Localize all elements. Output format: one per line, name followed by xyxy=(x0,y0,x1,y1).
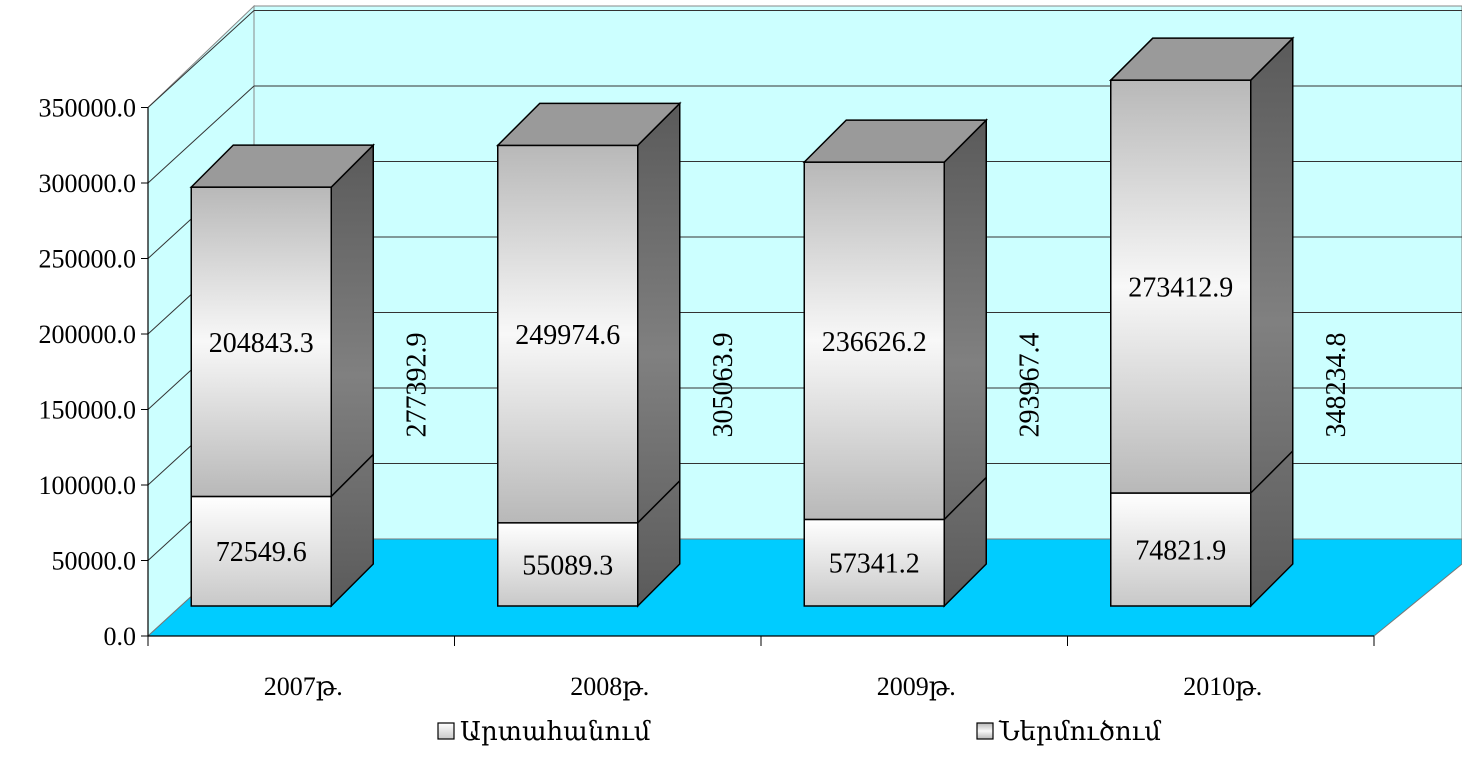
import-value-label: 236626.2 xyxy=(822,327,927,358)
export-value-label: 74821.9 xyxy=(1135,536,1226,567)
x-tick-label: 2009թ. xyxy=(877,672,956,701)
bar-import xyxy=(1110,79,1252,494)
total-value-label: 305063.9 xyxy=(708,333,739,438)
export-value-label: 72549.6 xyxy=(216,537,307,568)
legend-swatch xyxy=(976,722,994,740)
y-tick-label: 250000.0 xyxy=(39,245,137,274)
import-value-label: 249974.6 xyxy=(515,320,620,351)
axes: 0.0 50000.0 100000.0 150000.0 200000.0 250000… xyxy=(39,94,1375,701)
y-tick-label: 50000.0 xyxy=(52,547,137,576)
bar-import xyxy=(190,186,332,498)
bar-side-divider xyxy=(1250,450,1294,494)
bar-import xyxy=(803,161,945,521)
bar-side xyxy=(1250,36,1294,608)
y-tick-label: 300000.0 xyxy=(39,169,137,198)
import-value-label: 204843.3 xyxy=(209,328,314,359)
legend-label: Արտահանում xyxy=(460,717,651,746)
bar-side xyxy=(330,143,374,608)
x-tick-label: 2007թ. xyxy=(264,672,343,701)
legend-swatch xyxy=(437,722,455,740)
gridline-side xyxy=(147,85,255,184)
bar-side-divider xyxy=(330,453,374,497)
bar-stack: 55089.3 249974.6 305063.9 xyxy=(495,101,739,608)
bar-top xyxy=(802,119,989,163)
bar-export xyxy=(1110,492,1252,607)
bar-import xyxy=(497,144,639,524)
bar-side-divider xyxy=(943,476,987,520)
bar-side-divider xyxy=(637,480,681,524)
gridline-side xyxy=(147,10,255,108)
legend-label: Ներմուծում xyxy=(998,717,1161,746)
y-tick-label: 150000.0 xyxy=(39,396,137,425)
legend: Արտահանում Ներմուծում xyxy=(437,717,1161,746)
import-value-label: 273412.9 xyxy=(1128,273,1233,304)
total-value-label: 348234.8 xyxy=(1321,333,1352,438)
x-tick-label: 2008թ. xyxy=(570,672,649,701)
y-tick-label: 200000.0 xyxy=(39,320,137,349)
total-value-label: 293967.4 xyxy=(1014,333,1045,438)
y-tick-label: 100000.0 xyxy=(39,471,137,500)
total-value-label: 277392.9 xyxy=(401,333,432,438)
export-value-label: 55089.3 xyxy=(522,550,613,581)
bar-stack: 57341.2 236626.2 293967.4 xyxy=(802,118,1045,608)
bar-top xyxy=(495,102,682,147)
y-tick-label: 0.0 xyxy=(104,622,137,651)
bar-export xyxy=(497,522,639,607)
bar-side xyxy=(637,101,681,608)
bar-top xyxy=(1108,37,1295,81)
bars: 72549.6 204843.3 277392.9 55089.3 249974.6 30… xyxy=(189,36,1352,608)
bar-stack: 72549.6 204843.3 277392.9 xyxy=(189,143,432,608)
x-tick-label: 2010թ. xyxy=(1183,672,1262,701)
bar-stack: 74821.9 273412.9 348234.8 xyxy=(1108,36,1352,608)
bar-top xyxy=(189,144,376,188)
y-tick-label: 350000.0 xyxy=(39,94,137,123)
bar-side xyxy=(943,118,987,608)
export-value-label: 57341.2 xyxy=(829,549,920,580)
